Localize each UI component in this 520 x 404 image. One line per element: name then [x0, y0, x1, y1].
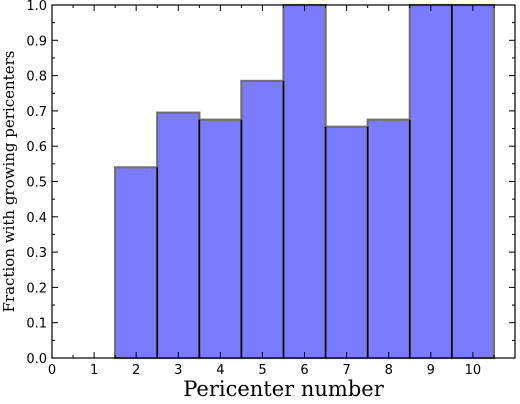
x-tick-label: 0 [48, 363, 56, 378]
y-tick-label: 0.9 [26, 34, 47, 49]
bar-10 [450, 3, 496, 360]
x-tick-label: 10 [465, 363, 482, 378]
y-tick-label: 0.7 [26, 105, 47, 120]
x-tick-labels: 0 1 2 3 4 5 6 7 8 9 10 [48, 363, 481, 378]
bar-4 [198, 118, 243, 360]
bar-2 [114, 166, 159, 360]
bars-group [114, 3, 496, 360]
y-tick-label: 1.0 [26, 0, 47, 14]
x-tick-label: 3 [174, 363, 182, 378]
y-tick-label: 0.3 [26, 246, 47, 261]
bar-3 [156, 111, 201, 360]
x-tick-label: 9 [427, 363, 435, 378]
y-tick-label: 0.4 [26, 211, 47, 226]
bar-6 [282, 3, 327, 360]
x-tick-label: 6 [300, 363, 308, 378]
y-tick-label: 0.6 [26, 140, 47, 155]
x-tick-label: 2 [132, 363, 140, 378]
x-tick-label: 8 [385, 363, 393, 378]
bar-5 [240, 79, 285, 360]
y-axis-title: Fraction with growing pericenters [0, 51, 18, 313]
y-tick-label: 0.2 [26, 281, 47, 296]
y-tick-labels: 0.0 0.1 0.2 0.3 0.4 0.5 0.6 0.7 0.8 0.9 1.0 [26, 0, 47, 367]
bar-9 [408, 3, 453, 360]
x-tick-label: 7 [342, 363, 350, 378]
y-tick-label: 0.8 [26, 70, 47, 85]
x-tick-label: 5 [258, 363, 266, 378]
bar-8 [366, 118, 411, 360]
x-tick-label: 4 [216, 363, 224, 378]
y-tick-label: 0.1 [26, 317, 47, 332]
axis-ticks [51, 4, 515, 359]
x-axis-title: Pericenter number [183, 377, 384, 401]
bar-dividers [156, 5, 453, 358]
y-tick-label: 0.5 [26, 176, 47, 191]
y-tick-label: 0.0 [26, 352, 47, 367]
x-tick-label: 1 [90, 363, 98, 378]
bar-7 [324, 125, 369, 360]
